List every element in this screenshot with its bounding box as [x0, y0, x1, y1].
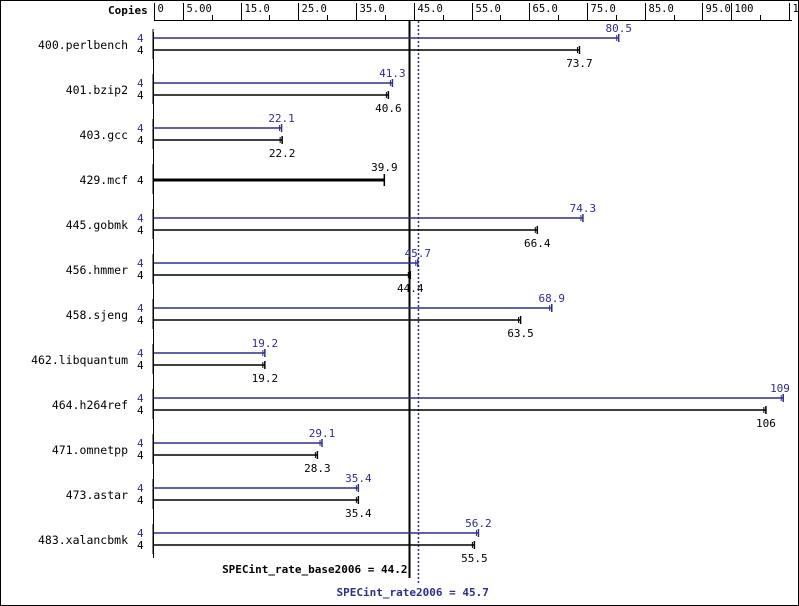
benchmark-label: 462.libquantum [31, 353, 128, 367]
peak-copies-label: 4 [137, 437, 144, 450]
x-tick-label: 85.0 [649, 3, 674, 15]
peak-copies-label: 4 [137, 347, 144, 360]
peak-copies-label: 4 [137, 482, 144, 495]
peak-value-label: 22.1 [268, 112, 295, 125]
base-copies-label: 4 [137, 449, 144, 462]
benchmark-label: 401.bzip2 [66, 83, 128, 97]
benchmark-label: 471.omnetpp [52, 443, 128, 457]
peak-value-label: 109 [770, 382, 790, 395]
base-copies-label: 4 [137, 539, 144, 552]
peak-copies-label: 4 [137, 32, 144, 45]
combined-copies-label: 4 [137, 174, 144, 187]
benchmark-label: 464.h264ref [52, 398, 128, 412]
x-tick-label: 5.00 [187, 3, 212, 15]
x-tick-label: 110 [793, 3, 799, 15]
peak-copies-label: 4 [137, 392, 144, 405]
base-value-label: 35.4 [345, 507, 372, 520]
x-tick-label: 65.0 [533, 3, 558, 15]
base-value-label: 22.2 [269, 147, 296, 160]
peak-copies-label: 4 [137, 527, 144, 540]
peak-value-label: 41.3 [379, 67, 406, 80]
x-tick-label: 35.0 [360, 3, 385, 15]
copies-header: Copies [108, 4, 148, 17]
base-copies-label: 4 [137, 134, 144, 147]
benchmark-label: 483.xalancbmk [38, 533, 128, 547]
base-value-label: 28.3 [304, 462, 331, 475]
peak-value-label: 56.2 [465, 517, 492, 530]
x-tick-label: 100 [735, 3, 754, 15]
base-copies-label: 4 [137, 89, 144, 102]
peak-value-label: 35.4 [345, 472, 372, 485]
x-tick-label: 95.0 [706, 3, 731, 15]
x-tick-label: 45.0 [418, 3, 443, 15]
base-value-label: 63.5 [507, 327, 534, 340]
base-value-label: 19.2 [252, 372, 279, 385]
peak-copies-label: 4 [137, 212, 144, 225]
benchmark-label: 473.astar [66, 488, 128, 502]
benchmark-label: 458.sjeng [66, 308, 128, 322]
base-copies-label: 4 [137, 314, 144, 327]
peak-copies-label: 4 [137, 257, 144, 270]
x-tick-label: 55.0 [476, 3, 501, 15]
base-value-label: 40.6 [375, 102, 402, 115]
base-value-label: 44.4 [397, 282, 424, 295]
peak-copies-label: 4 [137, 122, 144, 135]
base-value-label: 73.7 [566, 57, 593, 70]
base-value-label: 55.5 [461, 552, 488, 565]
peak-copies-label: 4 [137, 77, 144, 90]
x-tick-label: 75.0 [591, 3, 616, 15]
base-copies-label: 4 [137, 404, 144, 417]
benchmark-label: 429.mcf [80, 173, 128, 187]
base-copies-label: 4 [137, 224, 144, 237]
peak-value-label: 80.5 [605, 22, 632, 35]
peak-value-label: 45.7 [405, 247, 432, 260]
combined-value-label: 39.9 [371, 161, 398, 174]
peak-value-label: 29.1 [309, 427, 336, 440]
benchmark-label: 400.perlbench [38, 38, 128, 52]
benchmark-label: 445.gobmk [66, 218, 128, 232]
base-copies-label: 4 [137, 494, 144, 507]
peak-value-label: 19.2 [252, 337, 279, 350]
peak-summary-label: SPECint_rate2006 = 45.7 [337, 586, 489, 599]
base-copies-label: 4 [137, 44, 144, 57]
base-value-label: 66.4 [524, 237, 551, 250]
base-copies-label: 4 [137, 269, 144, 282]
benchmark-label: 403.gcc [80, 128, 128, 142]
benchmark-label: 456.hmmer [66, 263, 128, 277]
base-value-label: 106 [756, 417, 776, 430]
x-tick-label: 0 [158, 3, 164, 15]
base-summary-label: SPECint_rate_base2006 = 44.2 [222, 563, 407, 576]
peak-value-label: 74.3 [570, 202, 597, 215]
base-copies-label: 4 [137, 359, 144, 372]
x-tick-label: 15.0 [245, 3, 270, 15]
peak-copies-label: 4 [137, 302, 144, 315]
peak-value-label: 68.9 [538, 292, 565, 305]
x-tick-label: 25.0 [302, 3, 327, 15]
